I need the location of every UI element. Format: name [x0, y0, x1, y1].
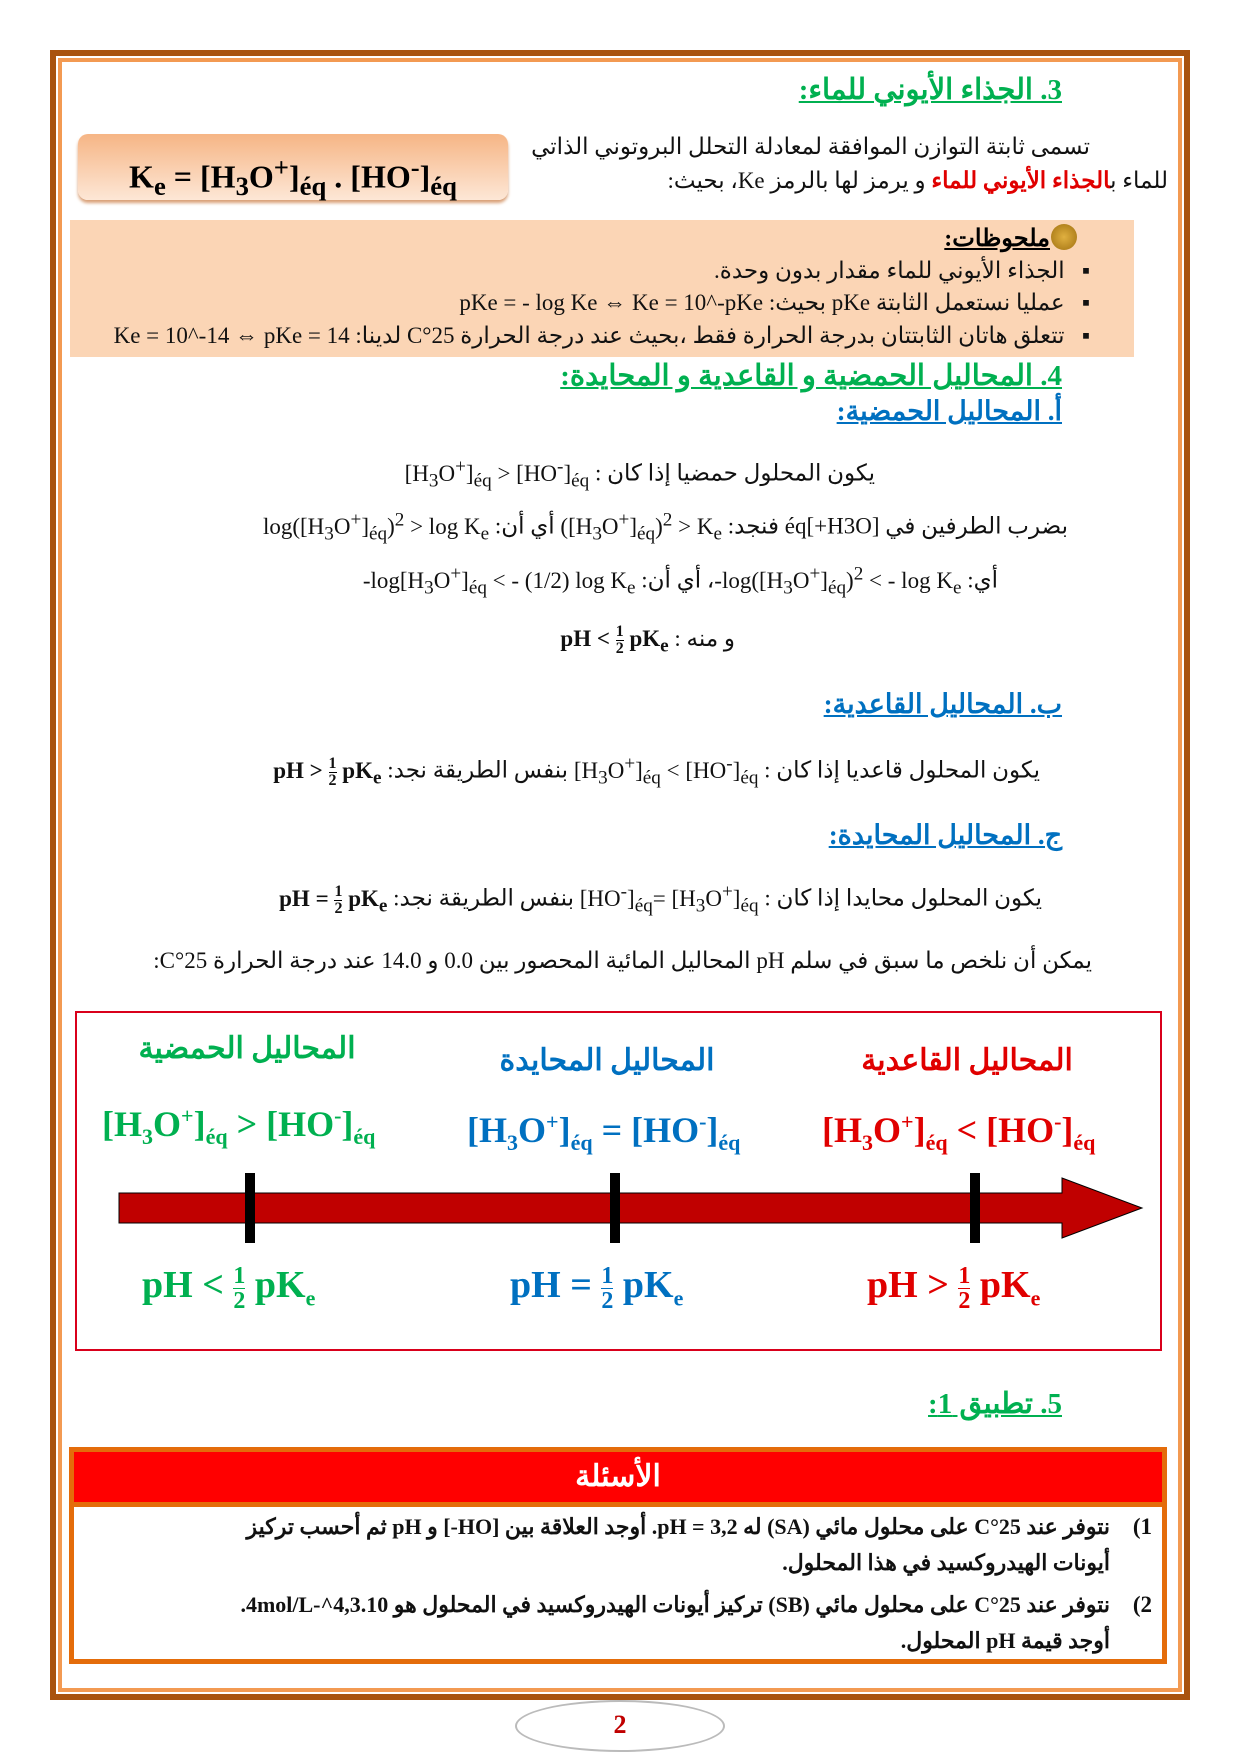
- section3-title: 3. الجذاء الأيوني للماء:: [798, 74, 1062, 106]
- note-2: ▪ عمليا نستعمل الثابتة pKe بحيث: pKe = -…: [459, 290, 1090, 315]
- q1-number: 1): [1132, 1514, 1152, 1539]
- page-frame: [50, 50, 1190, 1700]
- medal-icon: [1051, 224, 1077, 250]
- basic-label: المحاليل القاعدية: [861, 1044, 1073, 1077]
- page-frame-inner: [58, 58, 1182, 1692]
- intro-text: للماء ب: [1110, 168, 1168, 193]
- q2-text-2: أوجد قيمة pH المحلول.: [900, 1628, 1110, 1653]
- questions-header: الأسئلة: [74, 1452, 1162, 1507]
- basic-title: ب. المحاليل القاعدية:: [823, 689, 1062, 719]
- neutral-tick: [610, 1173, 620, 1243]
- ph-scale-diagram: المحاليل الحمضية المحاليل المحايدة المحا…: [75, 1011, 1162, 1351]
- basic-tick: [970, 1173, 980, 1243]
- notes-title: ملحوظات:: [944, 226, 1050, 252]
- note-1-text: الجذاء الأيوني للماء مقدار بدون وحدة.: [714, 258, 1065, 283]
- ph-arrow-shaft: [118, 1177, 1144, 1239]
- acid-tick: [245, 1173, 255, 1243]
- intro-line-2: للماء بالجذاء الأيوني للماء و يرمز لها ب…: [667, 168, 1168, 194]
- section4-title: 4. المحاليل الحمضية و القاعدية و المحايد…: [560, 360, 1062, 392]
- neutral-label: المحاليل المحايدة: [499, 1044, 715, 1077]
- q2-number: 2): [1132, 1592, 1152, 1617]
- acid-line-1: يكون المحلول حمضيا إذا كان : [H3O+]éq > …: [404, 456, 875, 492]
- q1-text-2: أيونات الهيدروكسيد في هذا المحلول.: [782, 1550, 1110, 1575]
- acid-condition: [H3O+]éq > [HO-]éq: [102, 1103, 376, 1150]
- basic-condition: [H3O+]éq < [HO-]éq: [822, 1109, 1096, 1156]
- note-3: ▪ تتعلق هاتان الثابتتان بدرجة الحرارة فق…: [113, 323, 1090, 348]
- notes-band: [70, 220, 1134, 357]
- basic-line: يكون المحلول قاعديا إذا كان : [H3O+]éq <…: [273, 753, 1040, 789]
- acid-label: المحاليل الحمضية: [138, 1032, 356, 1065]
- q1-text: نتوفر عند 25°C على محلول مائي (SA) له pH…: [246, 1514, 1110, 1539]
- note-2-text: عمليا نستعمل الثابتة pKe بحيث: pKe = - l…: [459, 290, 1065, 315]
- ke-formula-box: Ke = [H3O+]éq . [HO-]éq: [78, 134, 508, 201]
- acid-line-3: أي: -log([H3O+]éq)2 < - log Ke، أي أن: -…: [362, 563, 998, 599]
- intro-text-end: و يرمز لها بالرمز Ke، بحيث:: [667, 168, 932, 193]
- page-number-oval: [515, 1700, 725, 1752]
- intro-line-1: تسمى ثابتة التوازن الموافقة لمعادلة التح…: [531, 134, 1090, 159]
- neutral-title: ج. المحاليل المحايدة:: [828, 820, 1062, 850]
- neutral-line: يكون المحلول محايدا إذا كان : [HO-]éq= […: [279, 881, 1042, 917]
- section5-title: 5. تطبيق 1:: [928, 1388, 1062, 1420]
- acid-title: أ. المحاليل الحمضية:: [836, 396, 1062, 426]
- summary-line: يمكن أن نلخص ما سبق في سلم pH المحاليل ا…: [153, 948, 1092, 973]
- intro-highlight: الجذاء الأيوني للماء: [931, 168, 1111, 193]
- ph-arrow: [118, 1173, 1144, 1243]
- q2-text: نتوفر عند 25°C على محلول مائي (SB) تركيز…: [240, 1592, 1110, 1617]
- acid-line-2: بضرب الطرفين في [H3O+]éq فنجد: ([H3O+]éq…: [262, 509, 1068, 545]
- page-number: 2: [613, 1710, 627, 1739]
- note-1: ▪ الجذاء الأيوني للماء مقدار بدون وحدة.: [714, 258, 1090, 283]
- neutral-condition: [H3O+]éq = [HO-]éq: [467, 1109, 741, 1156]
- questions-box: الأسئلة 1) نتوفر عند 25°C على محلول مائي…: [69, 1447, 1167, 1664]
- note-3-text: تتعلق هاتان الثابتتان بدرجة الحرارة فقط …: [113, 323, 1065, 348]
